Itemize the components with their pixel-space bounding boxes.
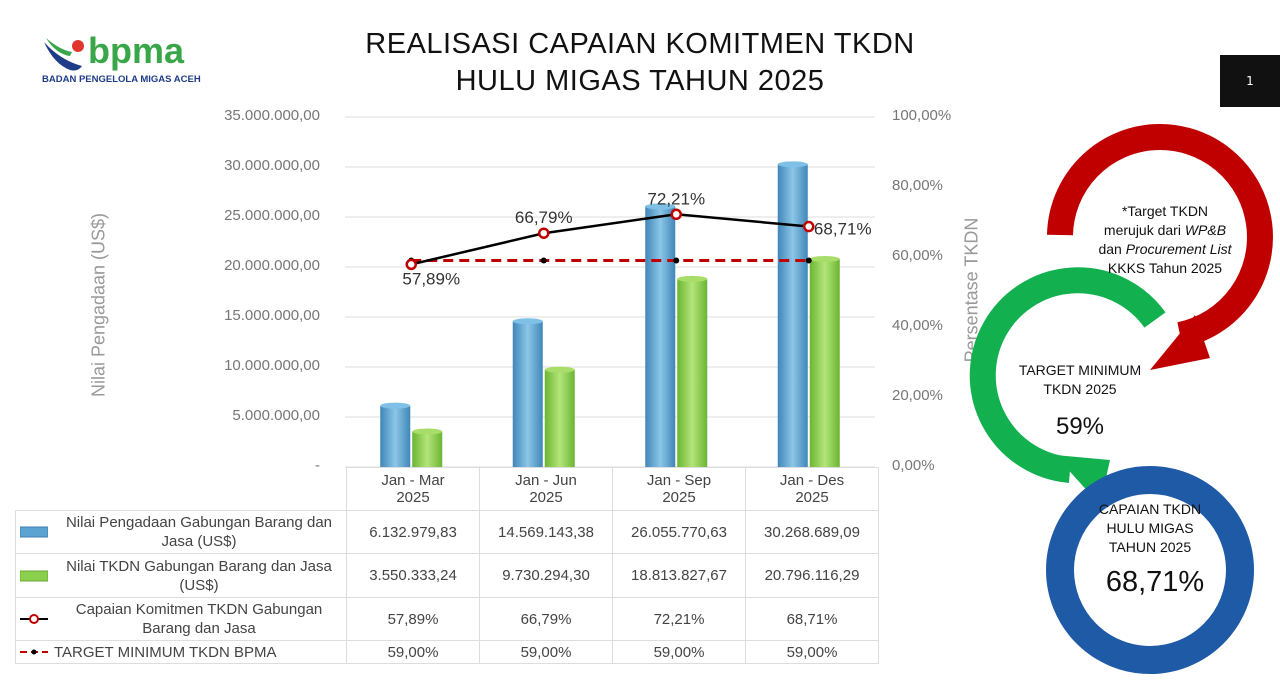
cell: 18.813.827,67 [612,553,746,598]
bar-nilai-pengadaan [512,321,543,467]
y-tick-label: 15.000.000,00 [224,307,320,324]
cell: 57,89% [346,597,480,641]
green-arc-arrow-icon [969,267,1166,483]
category-2: Jan - Jun 2025 [479,467,613,511]
bar-nilai-pengadaan [645,206,676,467]
bpma-logo-icon [44,38,84,71]
bar-nilai-pengadaan [380,405,411,467]
cell: 26.055.770,63 [612,510,746,554]
page-title: REALISASI CAPAIAN KOMITMEN TKDN HULU MIG… [300,26,980,100]
red-arc-arrow-icon [1047,124,1273,348]
bar-nilai-pengadaan-top [380,402,411,409]
data-table: Jan - Mar 2025 Jan - Jun 2025 Jan - Sep 202… [15,467,879,664]
bar-nilai-tkdn [677,278,708,467]
y-tick-label: 35.000.000,00 [224,107,320,124]
y-tick-label: 25.000.000,00 [224,207,320,224]
bar-nilai-pengadaan [777,164,808,467]
table-row: Nilai Pengadaan Gabungan Barang dan Jasa… [15,510,879,554]
bar-nilai-tkdn-top [677,275,708,282]
bar-nilai-pengadaan-top [777,161,808,168]
red-arrow-head-icon [1150,315,1210,370]
cell: 59,00% [346,640,480,664]
target-point [540,257,547,264]
cell: 9.730.294,30 [479,553,613,598]
cell: 59,00% [612,640,746,664]
cell: 72,21% [612,597,746,641]
target-point [673,257,680,264]
y2-tick-label: 20,00% [892,387,943,404]
capaian-point [803,220,815,233]
y2-tick-label: 60,00% [892,247,943,264]
y2-tick-label: 0,00% [892,457,935,474]
capaian-point [405,258,417,271]
bar-nilai-tkdn [544,369,575,467]
blue-ring-icon [1046,466,1254,674]
y-tick-label: - [315,457,320,474]
bar-nilai-tkdn-top [809,256,840,263]
page-number: 1 [1220,55,1280,107]
y-tick-label: 5.000.000,00 [232,407,320,424]
target-point [805,257,812,264]
capaian-data-label: 72,21% [647,189,705,208]
table-header-row: Jan - Mar 2025 Jan - Jun 2025 Jan - Sep 202… [16,467,879,511]
y-tick-label: 30.000.000,00 [224,157,320,174]
capaian-data-label: 66,79% [515,208,573,227]
y2-tick-label: 100,00% [892,107,952,124]
y-tick-label: 20.000.000,00 [224,257,320,274]
cell: 59,00% [479,640,613,664]
cell: 6.132.979,83 [346,510,480,554]
cell: 66,79% [479,597,613,641]
capaian-value: 68,71% [1105,566,1205,598]
capaian-data-label: 57,89% [402,269,460,288]
title-line-2: HULU MIGAS TAHUN 2025 [455,65,825,97]
bar-nilai-pengadaan-top [512,318,543,325]
legend-label: Capaian Komitmen TKDN Gabungan Barang da… [75,601,323,637]
legend-label: TARGET MINIMUM TKDN BPMA [54,643,277,661]
table-row: Nilai TKDN Gabungan Barang dan Jasa (US$… [15,553,879,598]
bar-nilai-pengadaan-top [645,203,676,210]
legend-dashed-line-icon [20,649,48,655]
category-1: Jan - Mar 2025 [346,467,480,511]
y2-tick-label: 80,00% [892,177,943,194]
cell: 68,71% [745,597,879,641]
bar-nilai-tkdn-top [544,366,575,373]
legend-label: Nilai Pengadaan Gabungan Barang dan Jasa… [65,514,333,550]
table-row: Capaian Komitmen TKDN Gabungan Barang da… [15,597,879,641]
title-line-1: REALISASI CAPAIAN KOMITMEN TKDN [365,28,915,60]
capaian-label: CAPAIAN TKDN HULU MIGAS TAHUN 2025 [1098,501,1202,555]
target-note: *Target TKDN merujuk dari WP&B dan Procu… [1098,203,1232,276]
legend-line-marker-icon [20,614,48,624]
target-minimum-value: 59% [1055,413,1105,440]
cell: 3.550.333,24 [346,553,480,598]
cell: 30.268.689,09 [745,510,879,554]
category-3: Jan - Sep 2025 [612,467,746,511]
capaian-point [538,227,550,239]
bar-nilai-tkdn [809,259,840,467]
cell: 59,00% [745,640,879,664]
table-row: TARGET MINIMUM TKDN BPMA 59,00% 59,00% 5… [15,640,879,664]
legend-label: Nilai TKDN Gabungan Barang dan Jasa (US$… [66,557,332,594]
logo-name: bpma [88,30,185,71]
cell: 14.569.143,38 [479,510,613,554]
capaian-line [410,213,809,266]
y-axis-label: Nilai Pengadaan (US$) [88,212,109,398]
y-tick-label: 10.000.000,00 [224,357,320,374]
y2-tick-label: 40,00% [892,317,943,334]
capaian-point [670,208,682,221]
logo-subtitle: BADAN PENGELOLA MIGAS ACEH [42,74,201,85]
category-4: Jan - Des 2025 [745,467,879,511]
bar-nilai-tkdn [412,431,443,467]
target-minimum-label: TARGET MINIMUM TKDN 2025 [1018,362,1142,397]
cell: 20.796.116,29 [745,553,879,598]
bar-nilai-tkdn-top [412,428,443,435]
side-arrows-graphic [969,124,1273,674]
legend-blue-bar-icon [20,526,48,538]
capaian-data-label: 68,71% [814,220,872,239]
legend-green-bar-icon [20,570,48,581]
